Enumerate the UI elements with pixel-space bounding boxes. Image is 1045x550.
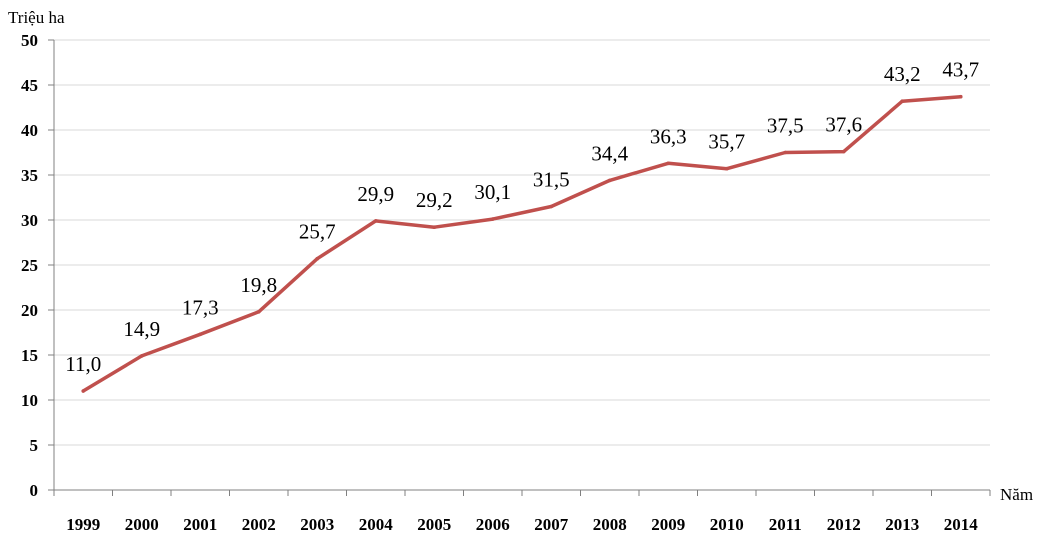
data-point [256, 310, 261, 314]
y-tick-label: 10 [21, 391, 38, 410]
data-point [724, 166, 729, 171]
y-tick-label: 30 [21, 211, 38, 230]
x-tick-labels: 1999 2000 2001 2002 2003 2004 2005 2006 2007 2008… [66, 515, 978, 534]
data-point [432, 225, 437, 229]
data-label: 11,0 [65, 352, 101, 376]
data-label: 43,7 [942, 58, 979, 82]
x-tick-label: 2003 [300, 515, 334, 534]
y-tick-label: 50 [21, 31, 38, 50]
y-tick-label: 0 [30, 481, 39, 500]
x-tick-label: 2000 [125, 515, 159, 534]
y-tick-label: 15 [21, 346, 38, 365]
data-point [607, 178, 612, 183]
x-tick-label: 2005 [417, 515, 451, 534]
data-label: 31,5 [533, 168, 570, 192]
x-tick-label: 1999 [66, 515, 100, 534]
y-tick-label: 35 [21, 166, 38, 185]
data-label: 30,1 [474, 180, 511, 204]
data-label: 17,3 [182, 295, 219, 319]
data-point [841, 149, 846, 154]
data-labels: 11,0 14,9 17,3 19,8 25,7 29,9 29,2 30,1 31,5 34,4… [65, 58, 979, 376]
data-label: 14,9 [123, 317, 160, 341]
x-tick-label: 2008 [593, 515, 627, 534]
y-axis-title: Triệu ha [8, 8, 65, 27]
x-axis-title: Năm [1000, 485, 1033, 504]
data-point [139, 354, 144, 358]
x-tick-label: 2014 [944, 515, 979, 534]
data-label: 34,4 [591, 141, 628, 165]
data-label: 25,7 [299, 220, 336, 244]
y-tick-label: 40 [21, 121, 38, 140]
data-point [783, 150, 788, 155]
data-label: 43,2 [884, 62, 921, 86]
y-tick-label: 5 [30, 436, 39, 455]
data-point [666, 161, 671, 166]
x-tick-label: 2010 [710, 515, 744, 534]
x-tick-label: 2006 [476, 515, 510, 534]
data-point [198, 332, 203, 337]
data-label: 29,2 [416, 188, 453, 212]
x-tick-label: 2009 [651, 515, 685, 534]
data-label: 37,6 [825, 113, 862, 137]
data-label: 36,3 [650, 124, 687, 148]
data-point [373, 219, 378, 223]
x-tick-label: 2001 [183, 515, 217, 534]
data-point [549, 204, 554, 209]
x-tick-label: 2012 [827, 515, 861, 534]
data-label: 19,8 [240, 273, 277, 297]
data-point [900, 99, 905, 103]
y-tick-labels: 0 5 10 15 20 25 30 35 40 45 50 [21, 31, 38, 500]
data-label: 29,9 [357, 182, 394, 206]
data-label: 35,7 [708, 130, 745, 154]
data-point [958, 94, 963, 99]
series-layer [81, 94, 963, 393]
x-tick-label: 2007 [534, 515, 569, 534]
series-line [81, 94, 963, 393]
x-tick-label: 2013 [885, 515, 919, 534]
x-tick-label: 2004 [359, 515, 394, 534]
y-tick-label: 25 [21, 256, 38, 275]
data-label: 37,5 [767, 114, 804, 138]
gridlines [54, 39, 990, 446]
data-point [81, 389, 86, 393]
y-tick-label: 20 [21, 301, 38, 320]
axes [48, 39, 991, 496]
data-point [490, 217, 495, 221]
data-point [315, 256, 320, 261]
y-tick-label: 45 [21, 76, 38, 95]
x-tick-label: 2011 [769, 515, 802, 534]
x-tick-label: 2002 [242, 515, 276, 534]
